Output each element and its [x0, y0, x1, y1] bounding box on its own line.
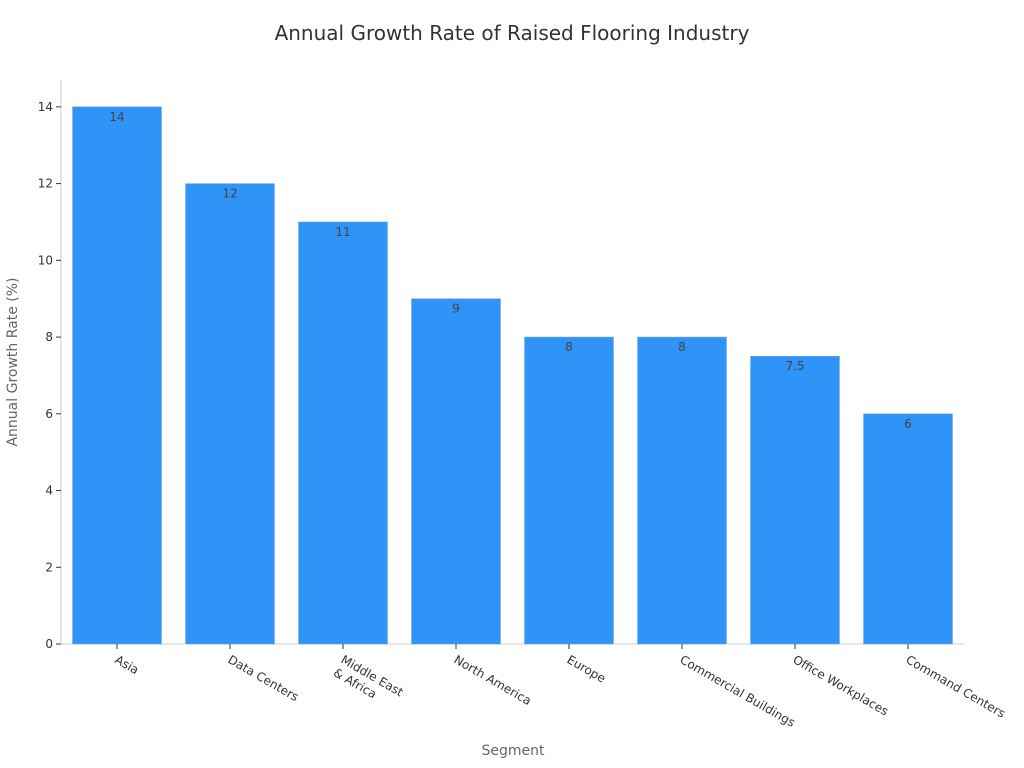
x-tick-label: Asia [113, 652, 142, 677]
y-axis: 0 2 4 6 8 10 12 14 [38, 80, 62, 651]
bar [863, 413, 953, 645]
x-tick-label: North America [452, 652, 534, 708]
chart-title: Annual Growth Rate of Raised Flooring In… [275, 21, 750, 45]
data-label: 11 [335, 225, 350, 239]
data-label: 12 [222, 187, 237, 201]
y-tick-label: 2 [45, 560, 53, 574]
y-tick-label: 10 [38, 253, 53, 267]
x-tick-label: Command Centers [904, 652, 1008, 720]
bar [185, 183, 275, 645]
data-label: 8 [565, 340, 573, 354]
y-tick-label: 0 [45, 637, 53, 651]
x-tick-label: Office Workplaces [791, 652, 891, 718]
x-tick-label: Middle East& Africa [331, 652, 406, 712]
data-label: 14 [109, 110, 124, 124]
y-tick-label: 12 [38, 177, 53, 191]
x-axis: Asia Data Centers Middle East& Africa North… [61, 643, 1008, 730]
bar [72, 106, 162, 645]
bar [524, 336, 614, 645]
y-axis-title: Annual Growth Rate (%) [5, 277, 21, 446]
bar [298, 221, 388, 645]
x-tick-label: Commercial Buildings [678, 652, 798, 729]
data-label: 6 [904, 417, 912, 431]
y-tick-label: 14 [38, 100, 53, 114]
x-tick-label: Europe [565, 652, 609, 685]
bar [750, 355, 840, 645]
bar [637, 336, 727, 645]
y-tick-label: 8 [45, 330, 53, 344]
data-label: 9 [452, 302, 460, 316]
bar [411, 298, 501, 645]
y-tick-label: 4 [45, 484, 53, 498]
data-labels: 14 12 11 9 8 8 7.5 6 [109, 110, 911, 431]
x-axis-title: Segment [482, 743, 546, 759]
data-label: 8 [678, 340, 686, 354]
data-label: 7.5 [785, 359, 804, 373]
y-tick-label: 6 [45, 407, 53, 421]
x-tick-label: Data Centers [226, 652, 302, 704]
bar-series [72, 106, 953, 645]
